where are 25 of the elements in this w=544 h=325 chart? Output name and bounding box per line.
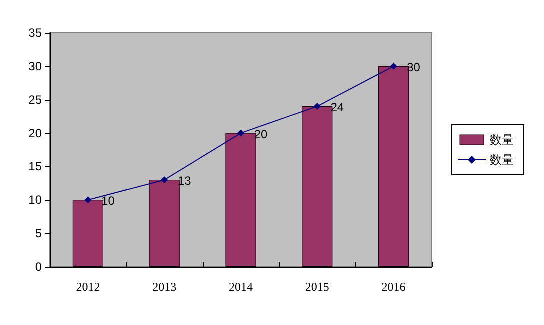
- data-label: 10: [102, 194, 116, 208]
- x-tick-label: 2013: [152, 280, 177, 294]
- x-tick-label: 2012: [76, 280, 100, 294]
- y-tick-label: 25: [28, 92, 42, 107]
- y-tick-label: 15: [28, 160, 42, 174]
- y-tick-label: 30: [28, 59, 42, 74]
- point: [84, 196, 92, 204]
- x-tick-label: 2016: [382, 280, 406, 294]
- point: [390, 62, 398, 70]
- legend-label: 数量: [490, 153, 514, 167]
- data-label: 30: [407, 60, 421, 74]
- data-label: 24: [330, 100, 344, 115]
- point: [161, 176, 168, 184]
- point: [238, 130, 244, 137]
- y-tick-label: 35: [28, 26, 42, 40]
- y-tick-label: 5: [35, 226, 42, 241]
- y-tick-label: 0: [35, 260, 42, 274]
- data-label: 13: [178, 174, 192, 188]
- x-tick-label: 2015: [305, 280, 330, 294]
- x-tick-label: 2014: [229, 280, 253, 294]
- data-label: 20: [254, 127, 268, 142]
- y-tick-label: 20: [28, 126, 42, 140]
- point: [314, 103, 321, 110]
- legend-label: 数量: [490, 133, 514, 147]
- y-tick-label: 10: [28, 193, 42, 208]
